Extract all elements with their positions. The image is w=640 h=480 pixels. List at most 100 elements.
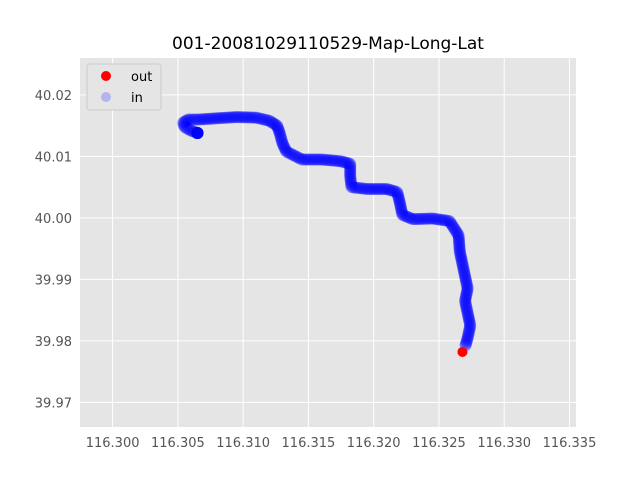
in-point	[380, 182, 393, 195]
in-point	[243, 111, 256, 124]
in-point	[463, 320, 476, 333]
in-point	[449, 224, 462, 237]
in-point	[361, 182, 374, 195]
in-point	[459, 274, 472, 287]
in-point	[463, 315, 476, 328]
in-point	[454, 248, 467, 261]
in-point	[461, 305, 474, 318]
in-point	[216, 111, 229, 124]
in-point	[345, 179, 358, 192]
in-point	[199, 113, 212, 126]
x-tick-label: 116.320	[347, 436, 401, 451]
legend: out in	[86, 63, 162, 111]
in-point	[182, 113, 195, 126]
in-point	[277, 140, 290, 153]
in-point	[281, 146, 294, 159]
in-point	[204, 112, 217, 125]
in-point	[256, 113, 269, 126]
legend-out-label: out	[131, 70, 152, 85]
in-point	[344, 160, 357, 173]
in-point	[453, 242, 466, 255]
in-point	[294, 152, 307, 165]
in-point	[191, 127, 204, 140]
in-point	[451, 227, 464, 240]
in-point	[191, 127, 204, 140]
in-point	[461, 282, 474, 295]
in-point	[179, 115, 192, 128]
in-point	[289, 150, 302, 163]
in-point	[186, 113, 199, 126]
in-point	[456, 256, 469, 269]
in-point	[452, 234, 465, 247]
in-point	[461, 279, 474, 292]
in-point	[188, 113, 201, 126]
in-point	[462, 326, 475, 339]
in-point	[316, 153, 329, 166]
in-point	[461, 304, 474, 317]
in-point	[441, 214, 454, 227]
in-point	[397, 209, 410, 222]
in-point	[344, 161, 357, 174]
out-point	[457, 346, 468, 357]
in-point	[264, 115, 277, 128]
in-point	[461, 283, 474, 296]
in-point	[271, 120, 284, 133]
in-point	[460, 337, 473, 350]
in-point	[460, 277, 473, 290]
in-point	[239, 111, 252, 124]
in-point	[227, 111, 240, 124]
in-point	[423, 212, 436, 225]
in-point	[463, 318, 476, 331]
in-point	[452, 233, 465, 246]
in-point	[205, 112, 218, 125]
in-point	[191, 127, 204, 140]
in-point	[391, 186, 404, 199]
in-point	[271, 122, 284, 135]
in-point	[376, 182, 389, 195]
in-point	[274, 128, 287, 141]
y-tick-label: 39.99	[35, 273, 72, 288]
in-point	[234, 111, 247, 124]
in-point	[179, 121, 192, 134]
in-point	[459, 290, 472, 303]
in-point	[218, 111, 231, 124]
in-point	[225, 111, 238, 124]
in-point	[241, 111, 254, 124]
in-point	[404, 212, 417, 225]
in-point	[180, 114, 193, 127]
in-point	[261, 114, 274, 127]
in-point	[344, 168, 357, 181]
in-point	[460, 275, 473, 288]
in-point	[240, 111, 253, 124]
x-tick-label: 116.335	[543, 436, 597, 451]
in-point	[298, 153, 311, 166]
in-point	[393, 195, 406, 208]
in-point	[213, 112, 226, 125]
in-point	[461, 330, 474, 343]
in-point	[406, 213, 419, 226]
x-tick-label: 116.330	[477, 436, 531, 451]
in-point	[291, 151, 304, 164]
in-point	[344, 175, 357, 188]
in-point	[194, 113, 207, 126]
in-point	[337, 156, 350, 169]
in-point	[181, 114, 194, 127]
in-point	[187, 125, 200, 138]
in-point	[427, 212, 440, 225]
in-point	[439, 214, 452, 227]
in-point	[201, 112, 214, 125]
in-point	[295, 153, 308, 166]
in-point	[344, 165, 357, 178]
legend-in-label: in	[131, 91, 143, 106]
in-point	[460, 301, 473, 314]
in-point	[206, 112, 219, 125]
in-point	[191, 113, 204, 126]
in-point	[177, 119, 190, 132]
in-point	[455, 255, 468, 268]
in-point	[309, 153, 322, 166]
in-point	[457, 264, 470, 277]
in-point	[190, 126, 203, 139]
in-point	[191, 127, 204, 140]
in-point	[330, 154, 343, 167]
in-point	[191, 127, 204, 140]
